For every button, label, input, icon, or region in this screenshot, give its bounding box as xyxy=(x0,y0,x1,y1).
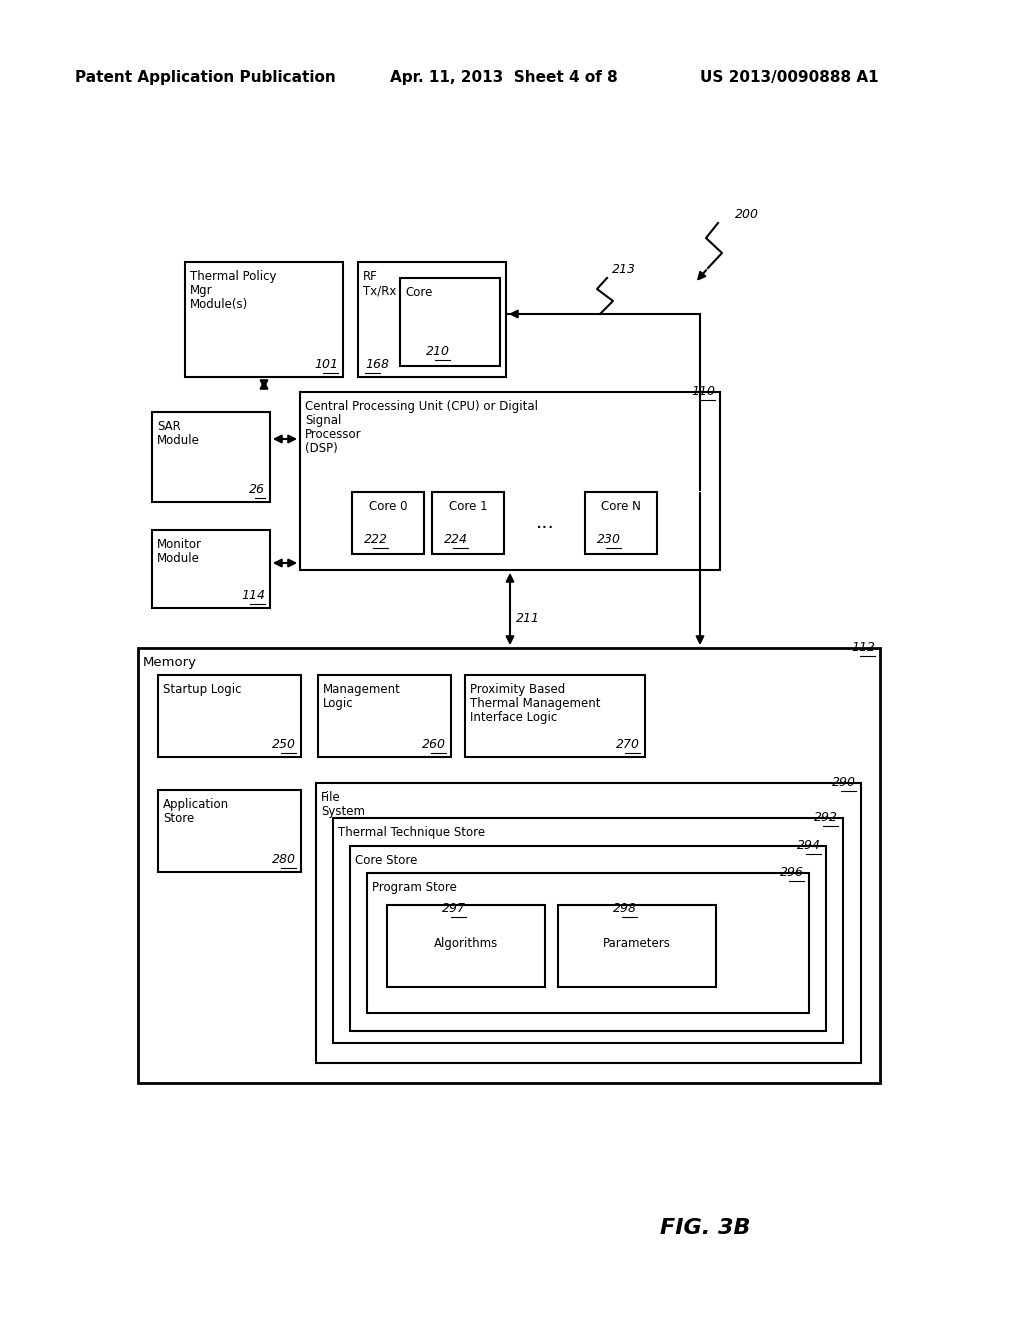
Text: 114: 114 xyxy=(241,589,265,602)
Text: Mgr: Mgr xyxy=(190,284,213,297)
Text: Module: Module xyxy=(157,552,200,565)
Text: Core Store: Core Store xyxy=(355,854,418,867)
Text: SAR: SAR xyxy=(157,420,181,433)
Text: Module: Module xyxy=(157,434,200,447)
Text: File: File xyxy=(321,791,341,804)
Text: Monitor: Monitor xyxy=(157,539,202,550)
Text: 292: 292 xyxy=(814,810,838,824)
FancyBboxPatch shape xyxy=(300,392,720,570)
FancyBboxPatch shape xyxy=(585,492,657,554)
FancyBboxPatch shape xyxy=(152,531,270,609)
Text: Core 1: Core 1 xyxy=(449,500,487,513)
Text: 224: 224 xyxy=(444,533,468,546)
Text: 250: 250 xyxy=(272,738,296,751)
Text: Core: Core xyxy=(406,286,432,300)
FancyBboxPatch shape xyxy=(185,261,343,378)
FancyBboxPatch shape xyxy=(158,675,301,756)
Text: Core 0: Core 0 xyxy=(369,500,408,513)
Text: 260: 260 xyxy=(422,738,446,751)
Text: 213: 213 xyxy=(612,263,636,276)
Text: Store: Store xyxy=(163,812,195,825)
Text: 230: 230 xyxy=(597,533,621,546)
Text: Interface Logic: Interface Logic xyxy=(470,711,557,723)
FancyBboxPatch shape xyxy=(465,675,645,756)
Text: Management: Management xyxy=(323,682,400,696)
Text: Apr. 11, 2013  Sheet 4 of 8: Apr. 11, 2013 Sheet 4 of 8 xyxy=(390,70,617,84)
Text: Memory: Memory xyxy=(143,656,197,669)
Text: Parameters: Parameters xyxy=(603,937,671,950)
Text: Thermal Management: Thermal Management xyxy=(470,697,600,710)
Text: 210: 210 xyxy=(426,345,450,358)
Text: Logic: Logic xyxy=(323,697,353,710)
FancyBboxPatch shape xyxy=(367,873,809,1012)
Text: (DSP): (DSP) xyxy=(305,442,338,455)
FancyBboxPatch shape xyxy=(158,789,301,873)
Text: 280: 280 xyxy=(272,853,296,866)
Text: 168: 168 xyxy=(365,358,389,371)
FancyBboxPatch shape xyxy=(152,412,270,502)
FancyBboxPatch shape xyxy=(432,492,504,554)
Text: Application: Application xyxy=(163,799,229,810)
Text: 296: 296 xyxy=(780,866,804,879)
Text: US 2013/0090888 A1: US 2013/0090888 A1 xyxy=(700,70,879,84)
Text: Module(s): Module(s) xyxy=(190,298,248,312)
Text: Central Processing Unit (CPU) or Digital: Central Processing Unit (CPU) or Digital xyxy=(305,400,538,413)
Text: ...: ... xyxy=(536,513,554,532)
Text: 270: 270 xyxy=(616,738,640,751)
Text: FIG. 3B: FIG. 3B xyxy=(660,1218,751,1238)
Text: 298: 298 xyxy=(613,902,637,915)
FancyBboxPatch shape xyxy=(350,846,826,1031)
FancyBboxPatch shape xyxy=(316,783,861,1063)
Text: Signal: Signal xyxy=(305,414,341,426)
Text: 200: 200 xyxy=(735,209,759,220)
Text: Program Store: Program Store xyxy=(372,880,457,894)
FancyBboxPatch shape xyxy=(358,261,506,378)
Text: 110: 110 xyxy=(691,385,715,399)
Text: System: System xyxy=(321,805,365,818)
Text: 112: 112 xyxy=(851,642,874,653)
FancyBboxPatch shape xyxy=(387,906,545,987)
Text: 26: 26 xyxy=(249,483,265,496)
Text: 297: 297 xyxy=(442,902,466,915)
FancyBboxPatch shape xyxy=(558,906,716,987)
Text: Processor: Processor xyxy=(305,428,361,441)
Text: Algorithms: Algorithms xyxy=(434,937,498,950)
Text: RF: RF xyxy=(362,271,378,282)
Text: 294: 294 xyxy=(797,840,821,851)
Text: 211: 211 xyxy=(516,611,540,624)
FancyBboxPatch shape xyxy=(333,818,843,1043)
FancyBboxPatch shape xyxy=(138,648,880,1082)
FancyBboxPatch shape xyxy=(352,492,424,554)
Text: Startup Logic: Startup Logic xyxy=(163,682,242,696)
Text: Core N: Core N xyxy=(601,500,641,513)
Text: Tx/Rx: Tx/Rx xyxy=(362,284,396,297)
FancyBboxPatch shape xyxy=(318,675,451,756)
Text: Proximity Based: Proximity Based xyxy=(470,682,565,696)
Text: Thermal Policy: Thermal Policy xyxy=(190,271,276,282)
FancyBboxPatch shape xyxy=(400,279,500,366)
Text: 290: 290 xyxy=(831,776,856,789)
Text: Thermal Technique Store: Thermal Technique Store xyxy=(338,826,485,840)
Text: 101: 101 xyxy=(314,358,338,371)
Text: 222: 222 xyxy=(364,533,388,546)
Text: Patent Application Publication: Patent Application Publication xyxy=(75,70,336,84)
